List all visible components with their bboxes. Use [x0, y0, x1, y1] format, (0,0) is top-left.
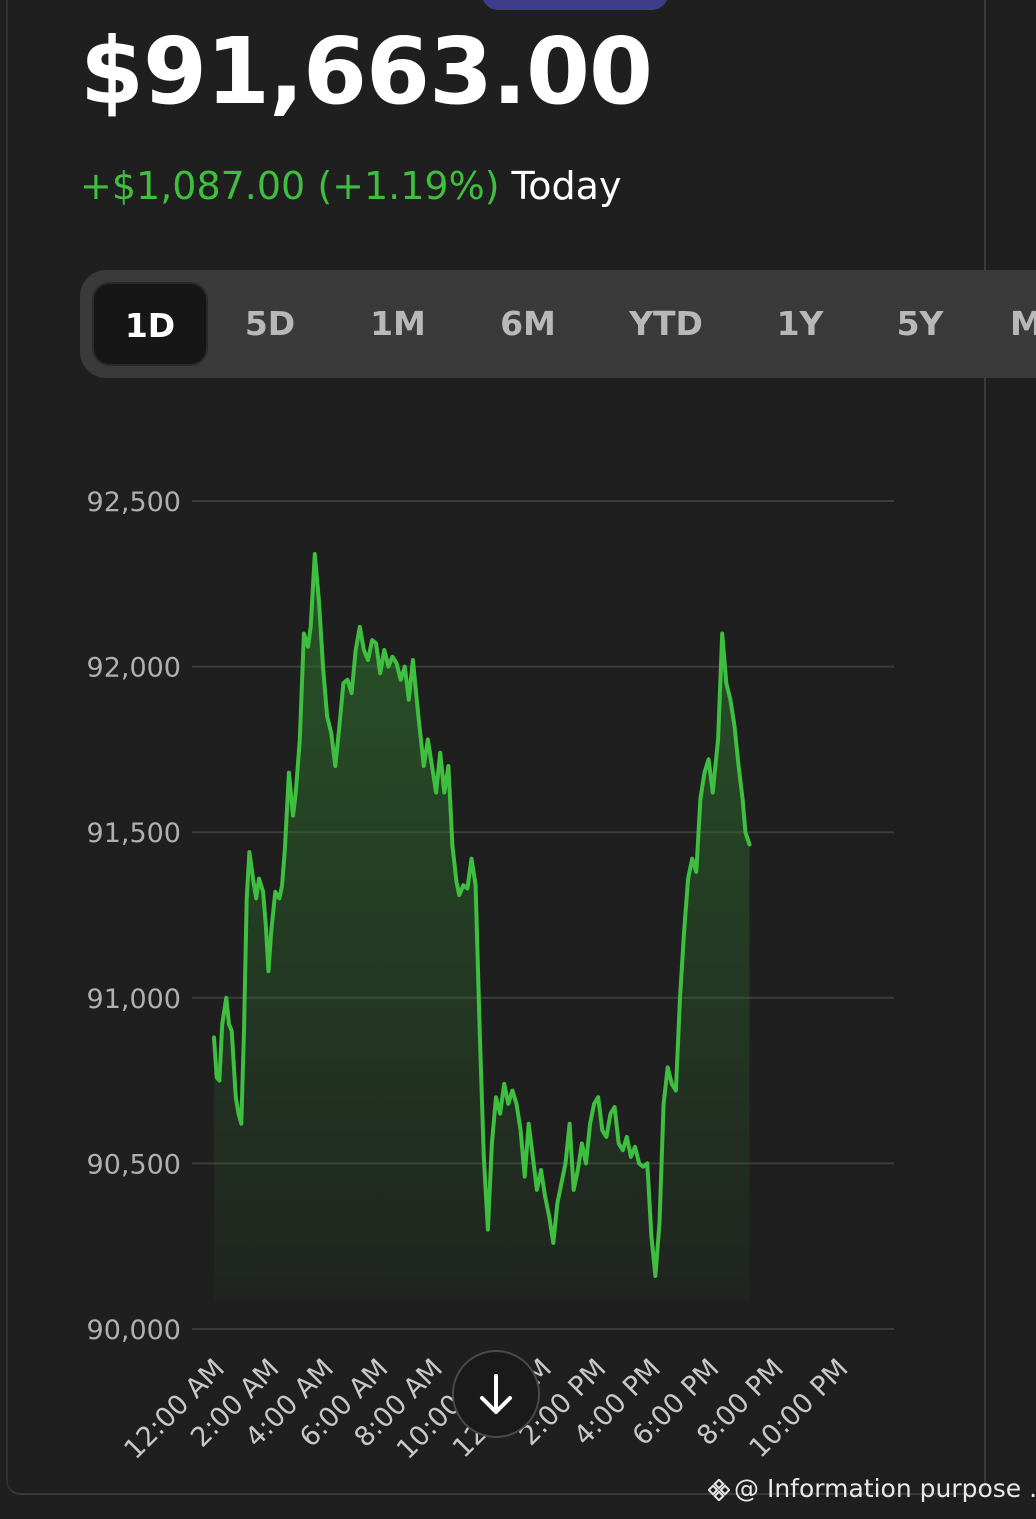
binance-logo-icon — [708, 1479, 730, 1501]
change-row: +$1,087.00 (+1.19%) Today — [80, 162, 621, 210]
range-1d-button[interactable]: 1D — [92, 282, 208, 366]
arrow-down-icon — [480, 1374, 512, 1414]
range-1m-button[interactable]: 1M — [370, 304, 426, 343]
price-line — [212, 552, 752, 1278]
card-frame — [6, 0, 986, 1495]
y-tick-label: 90,500 — [87, 1149, 181, 1180]
top-pill-button[interactable] — [482, 0, 668, 10]
scroll-down-button[interactable] — [452, 1350, 540, 1438]
y-axis: 92,500 92,000 91,500 91,000 90,500 90,000 — [87, 487, 181, 1346]
change-period: Today — [511, 164, 622, 208]
range-ytd-button[interactable]: YTD — [629, 304, 703, 343]
price-area-fill — [214, 554, 750, 1301]
y-tick-label: 91,500 — [87, 818, 181, 849]
y-tick-label: 91,000 — [87, 984, 181, 1015]
current-price: $91,663.00 — [80, 18, 653, 125]
range-6m-button[interactable]: 6M — [500, 304, 556, 343]
watermark: @ Information purpose ... — [708, 1474, 1036, 1503]
range-5d-button[interactable]: 5D — [244, 304, 296, 343]
range-max-button[interactable]: M — [1010, 304, 1036, 343]
range-1y-button[interactable]: 1Y — [776, 304, 824, 343]
y-tick-label: 90,000 — [87, 1315, 181, 1346]
y-tick-label: 92,000 — [87, 653, 181, 684]
range-5y-button[interactable]: 5Y — [896, 304, 944, 343]
time-range-selector: 1D 5D 1M 6M YTD 1Y 5Y M — [80, 270, 1036, 378]
change-value: +$1,087.00 (+1.19%) — [80, 164, 500, 208]
watermark-text: @ Information purpose ... — [734, 1474, 1036, 1503]
y-tick-label: 92,500 — [87, 487, 181, 518]
